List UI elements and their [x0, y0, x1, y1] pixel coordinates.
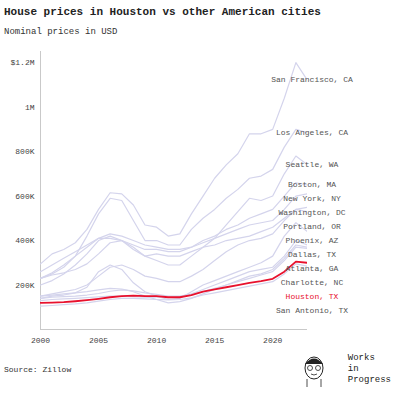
svg-text:San Antonio, TX: San Antonio, TX	[276, 306, 348, 315]
svg-text:Phoenix, AZ: Phoenix, AZ	[286, 236, 339, 245]
svg-text:200K: 200K	[15, 281, 34, 290]
html-text:House prices in Houston vs oth: House prices in Houston vs other America…	[4, 6, 321, 18]
html-text:Works: Works	[347, 353, 375, 363]
svg-text:2005: 2005	[89, 336, 108, 345]
svg-text:Los Angeles, CA: Los Angeles, CA	[276, 128, 348, 137]
html-text:Source: Zillow: Source: Zillow	[4, 365, 72, 374]
svg-text:400K: 400K	[15, 236, 34, 245]
svg-text:Dallas, TX: Dallas, TX	[288, 250, 336, 259]
svg-text:Seattle, WA: Seattle, WA	[286, 160, 339, 169]
svg-text:2000: 2000	[31, 336, 50, 345]
svg-text:$1.2M: $1.2M	[10, 58, 34, 67]
svg-text:2015: 2015	[205, 336, 224, 345]
svg-text:Washington, DC: Washington, DC	[278, 208, 345, 217]
svg-text:800K: 800K	[15, 147, 34, 156]
svg-text:600K: 600K	[15, 192, 34, 201]
svg-text:Atlanta, GA: Atlanta, GA	[286, 264, 339, 273]
svg-text:Houston, TX: Houston, TX	[286, 292, 339, 301]
svg-text:Portland, OR: Portland, OR	[283, 222, 341, 231]
html-text:Progress: Progress	[347, 375, 391, 385]
svg-text:1M: 1M	[25, 103, 35, 112]
html-text:Nominal prices in USD: Nominal prices in USD	[4, 27, 118, 37]
html-text:in: in	[347, 364, 359, 374]
svg-text:2010: 2010	[147, 336, 166, 345]
svg-text:2020: 2020	[263, 336, 282, 345]
svg-text:New York, NY: New York, NY	[283, 194, 341, 203]
svg-text:San Francisco, CA: San Francisco, CA	[271, 75, 353, 84]
svg-text:Charlotte, NC: Charlotte, NC	[281, 278, 344, 287]
svg-text:Boston, MA: Boston, MA	[288, 180, 336, 189]
